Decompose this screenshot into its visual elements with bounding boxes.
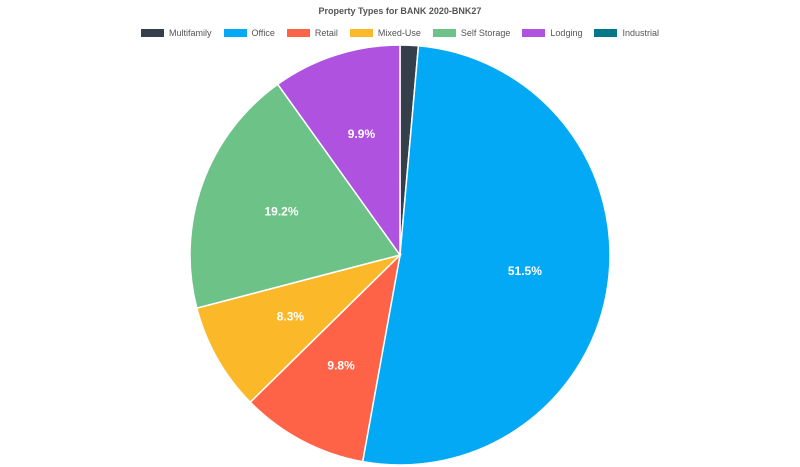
- legend-label: Office: [251, 28, 275, 38]
- legend: Multifamily Office Retail Mixed-Use Self…: [0, 28, 800, 38]
- legend-item-lodging[interactable]: Lodging: [522, 28, 582, 38]
- legend-swatch: [432, 29, 456, 37]
- legend-swatch: [141, 29, 164, 37]
- legend-label: Multifamily: [169, 28, 212, 38]
- legend-item-self-storage[interactable]: Self Storage: [432, 28, 511, 38]
- legend-label: Industrial: [622, 28, 659, 38]
- legend-label: Retail: [314, 28, 338, 38]
- data-label-self-storage: 19.2%: [264, 204, 298, 218]
- pie-slice-office[interactable]: [361, 44, 611, 466]
- legend-swatch: [349, 29, 373, 37]
- legend-swatch: [522, 29, 546, 37]
- legend-item-office[interactable]: Office: [223, 28, 275, 38]
- data-label-mixed-use: 8.3%: [277, 309, 305, 323]
- pie-slice-mixed-use[interactable]: [195, 253, 403, 404]
- data-label-lodging: 9.9%: [348, 127, 376, 141]
- chart-title: Property Types for BANK 2020-BNK27: [318, 6, 482, 16]
- pie-slice-self-storage[interactable]: [189, 83, 402, 310]
- pie-slice-retail[interactable]: [249, 252, 402, 463]
- legend-item-retail[interactable]: Retail: [286, 28, 338, 38]
- legend-label: Mixed-Use: [377, 28, 421, 38]
- legend-item-industrial[interactable]: Industrial: [594, 28, 659, 38]
- legend-item-mixed-use[interactable]: Mixed-Use: [349, 28, 421, 38]
- legend-swatch: [594, 29, 618, 37]
- pie-slice-lodging[interactable]: [276, 44, 401, 258]
- data-label-retail: 9.8%: [327, 359, 355, 373]
- legend-swatch: [286, 29, 310, 37]
- legend-swatch: [223, 29, 247, 37]
- data-label-office: 51.5%: [508, 264, 542, 278]
- legend-label: Lodging: [550, 28, 583, 38]
- legend-item-multifamily[interactable]: Multifamily: [141, 28, 212, 38]
- legend-label: Self Storage: [460, 28, 511, 38]
